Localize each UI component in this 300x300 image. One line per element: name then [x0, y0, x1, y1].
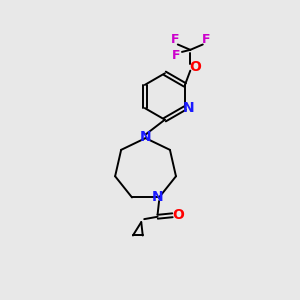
Text: O: O	[189, 60, 201, 74]
Text: N: N	[140, 130, 152, 144]
Text: F: F	[172, 49, 181, 62]
Text: N: N	[183, 101, 194, 115]
Text: F: F	[202, 33, 210, 46]
Text: F: F	[171, 33, 179, 46]
Text: N: N	[152, 190, 164, 204]
Text: O: O	[172, 208, 184, 222]
